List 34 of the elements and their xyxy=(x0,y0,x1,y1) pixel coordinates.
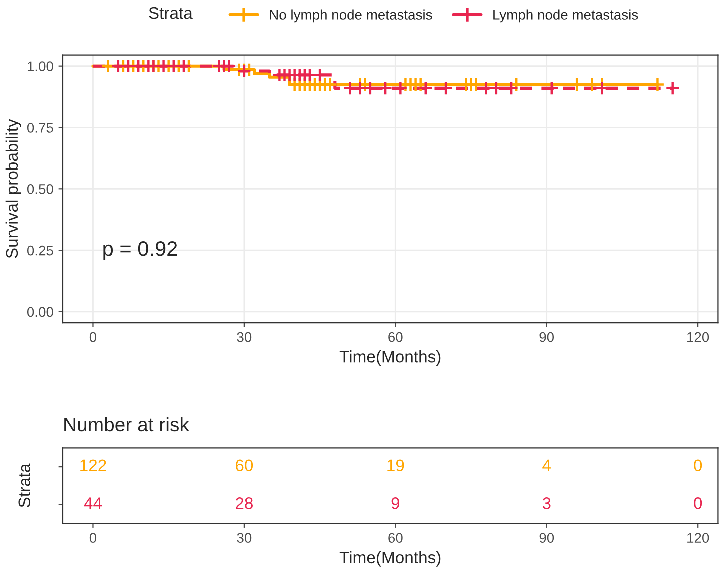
x-tick-label: 90 xyxy=(540,533,554,544)
data-label: 60 xyxy=(236,460,254,472)
x-tick-label: 30 xyxy=(237,533,252,544)
legend-title: Strata xyxy=(149,7,193,20)
legend-label: Lymph node metastasis xyxy=(494,10,638,23)
x-tick-label: 0 xyxy=(90,533,97,544)
x-axis-title: Time(Months) xyxy=(340,551,441,567)
data-label: 19 xyxy=(388,460,404,472)
y-tick-label: 0.75 xyxy=(27,123,54,133)
x-tick-label: 0 xyxy=(90,332,97,342)
data-label: 3 xyxy=(542,498,551,510)
y-tick-label: 0.50 xyxy=(27,184,54,194)
x-tick-label: 30 xyxy=(237,332,252,342)
data-label: 9 xyxy=(392,498,400,510)
data-label: 0 xyxy=(694,460,702,472)
x-tick-label: 60 xyxy=(388,533,403,544)
x-tick-label: 60 xyxy=(388,332,403,342)
y-tick-label: 0.00 xyxy=(27,307,54,318)
y-axis-title: Strata xyxy=(18,464,31,508)
legend-label: No lymph node metastasis xyxy=(270,10,432,23)
chart-title: Number at risk xyxy=(64,417,190,432)
x-axis-title: Time(Months) xyxy=(340,350,441,366)
data-label: 0 xyxy=(694,498,702,510)
y-tick-label: 1.00 xyxy=(28,62,54,72)
x-tick-label: 120 xyxy=(688,332,710,342)
y-axis-title: Survival probability xyxy=(6,119,22,258)
data-label: 122 xyxy=(80,460,106,472)
data-label: 44 xyxy=(84,498,102,510)
x-tick-label: 90 xyxy=(540,332,554,342)
data-label: 4 xyxy=(542,460,552,472)
y-tick-label: 0.25 xyxy=(27,246,54,256)
annotation: p = 0.92 xyxy=(104,242,178,260)
x-tick-label: 120 xyxy=(688,533,710,544)
data-label: 28 xyxy=(236,498,253,510)
